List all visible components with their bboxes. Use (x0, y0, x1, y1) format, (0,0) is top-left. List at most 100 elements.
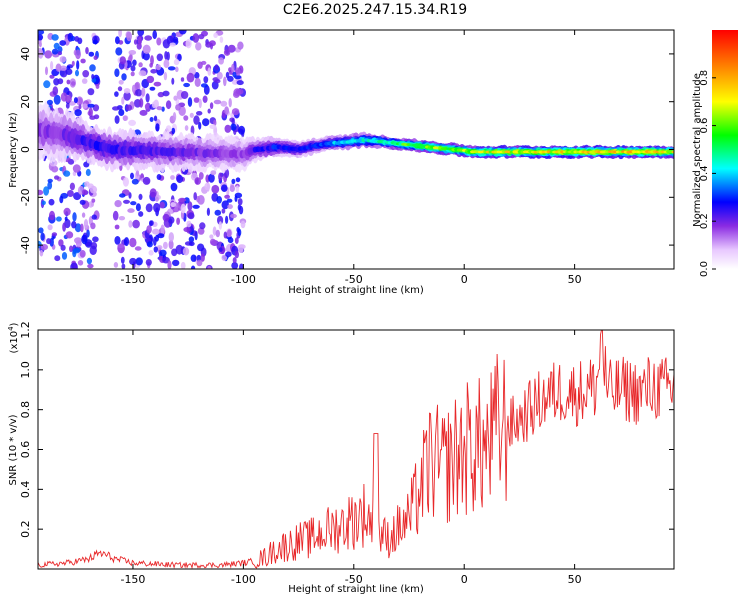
noise-speckle (156, 106, 163, 111)
noise-speckle (112, 210, 119, 221)
noise-speckle (51, 232, 58, 237)
noise-speckle (72, 248, 77, 258)
noise-speckle (192, 33, 200, 43)
noise-speckle (132, 59, 137, 66)
noise-speckle (196, 111, 203, 116)
noise-speckle (120, 256, 125, 264)
snr-frame (37, 329, 675, 570)
noise-speckle (211, 184, 220, 194)
noise-speckle (234, 237, 239, 245)
noise-speckle (60, 244, 66, 251)
noise-speckle (171, 127, 176, 135)
noise-speckle (113, 262, 119, 268)
noise-speckle (183, 115, 189, 121)
noise-speckle (216, 71, 223, 80)
noise-speckle (122, 115, 129, 121)
noise-speckle (121, 263, 126, 269)
noise-speckle (138, 70, 147, 77)
noise-speckle (114, 200, 122, 208)
noise-speckle (123, 88, 131, 94)
noise-speckle (178, 197, 187, 203)
noise-speckle (51, 34, 59, 41)
noise-speckle (89, 185, 98, 194)
noise-speckle (169, 42, 176, 47)
noise-speckle (81, 212, 86, 218)
noise-speckle (59, 40, 67, 46)
snr-x-tick-label: -150 (120, 573, 145, 586)
noise-speckle (224, 194, 231, 199)
snr-plot-area (38, 330, 674, 569)
noise-speckle (128, 220, 133, 228)
noise-speckle (78, 104, 82, 110)
noise-speckle (47, 181, 53, 190)
colorbar-gradient (712, 30, 738, 269)
noise-speckle (38, 47, 43, 53)
noise-speckle (150, 69, 157, 74)
noise-speckle (172, 259, 180, 267)
noise-speckle (156, 37, 162, 46)
noise-speckle (38, 189, 44, 196)
noise-speckle (118, 109, 125, 116)
noise-speckle (170, 175, 175, 180)
noise-speckle (58, 239, 64, 247)
noise-speckle (173, 95, 178, 101)
snr-y-tick-label: 1.0 (19, 361, 32, 379)
snr-x-label: Height of straight line (km) (288, 584, 424, 595)
snr-y-tick-label: 0.8 (19, 401, 32, 419)
noise-speckle (199, 222, 206, 230)
noise-speckle (216, 196, 222, 204)
noise-speckle (224, 106, 230, 115)
noise-speckle (69, 182, 75, 191)
noise-speckle (223, 49, 231, 56)
noise-speckle (145, 259, 152, 266)
noise-speckle (123, 237, 130, 247)
noise-speckle (59, 65, 68, 71)
noise-speckle (175, 66, 179, 73)
noise-speckle (165, 100, 172, 110)
noise-speckle (170, 202, 176, 208)
spectrogram-y-label: Frequency (Hz) (8, 112, 19, 188)
noise-speckle (197, 195, 205, 205)
noise-speckle (218, 221, 223, 230)
noise-speckle (191, 265, 196, 269)
noise-speckle (65, 231, 74, 239)
noise-speckle (149, 220, 154, 226)
noise-speckle (232, 257, 237, 264)
noise-speckle (240, 220, 246, 229)
noise-speckle (172, 112, 177, 122)
snr-panel: -150 -100 -50 0 50 0.2 0.4 0.6 0.8 1.0 1.2 Height … (7, 321, 675, 595)
noise-speckle (89, 245, 97, 255)
colorbar-label: Normalized spectral amplitude (692, 73, 703, 227)
noise-speckle (159, 201, 165, 209)
noise-speckle (198, 171, 204, 180)
noise-speckle (115, 36, 120, 45)
noise-speckle (149, 117, 154, 122)
noise-speckle (79, 250, 86, 258)
noise-speckle (197, 61, 203, 69)
noise-speckle (82, 189, 88, 196)
noise-speckle (227, 237, 234, 244)
noise-speckle (186, 220, 192, 228)
noise-speckle (80, 223, 84, 233)
noise-speckle (134, 246, 142, 251)
spectrogram-x-tick-label: 0 (461, 273, 468, 286)
noise-speckle (75, 49, 81, 60)
noise-speckle (234, 192, 243, 199)
noise-speckle (123, 91, 131, 101)
noise-speckle (180, 203, 186, 214)
noise-speckle (187, 97, 193, 107)
noise-speckle (237, 198, 243, 206)
noise-speckle (119, 193, 126, 198)
noise-speckle (126, 31, 132, 42)
noise-speckle (156, 53, 163, 62)
noise-speckle (239, 263, 244, 269)
noise-speckle (70, 35, 76, 42)
noise-speckle (76, 96, 84, 106)
noise-speckle (153, 236, 157, 246)
noise-speckle (237, 204, 242, 211)
noise-speckle (73, 263, 78, 269)
noise-speckle (89, 115, 96, 120)
noise-speckle (72, 212, 77, 222)
noise-speckle (167, 66, 176, 71)
noise-speckle (91, 74, 95, 80)
